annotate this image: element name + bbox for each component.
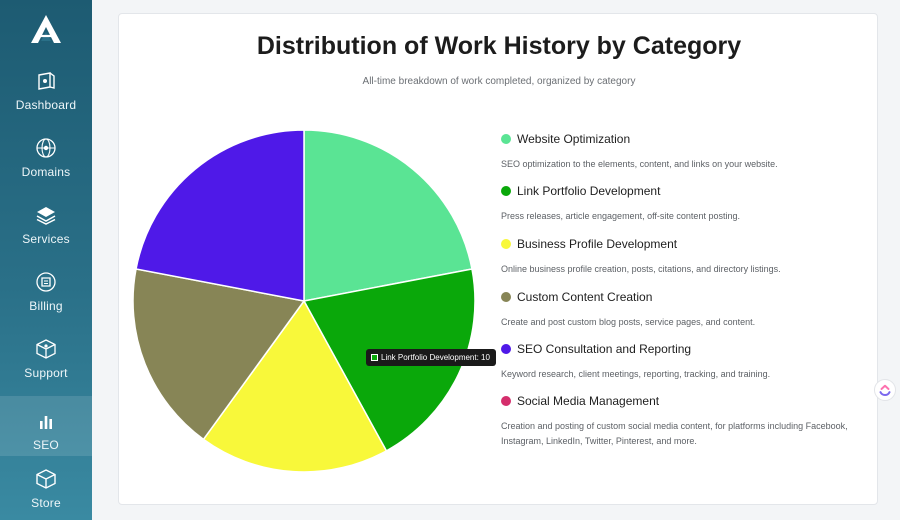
pie-slice[interactable]: [202, 299, 388, 473]
legend-item[interactable]: Link Portfolio Development Press releases…: [501, 182, 871, 224]
legend-item[interactable]: Social Media Management Creation and post…: [501, 392, 871, 449]
legend-color-dot: [501, 134, 511, 144]
sidebar-item-dashboard[interactable]: Dashboard: [0, 56, 92, 116]
support-box-icon: [36, 339, 56, 359]
sidebar-item-store[interactable]: Store: [0, 454, 92, 514]
legend-item-header: Link Portfolio Development: [501, 182, 871, 200]
sidebar-item-label: SEO: [33, 438, 59, 452]
cube-icon: [36, 469, 56, 489]
layers-icon: [36, 207, 56, 225]
sidebar-item-domains[interactable]: Domains: [0, 123, 92, 183]
sidebar-item-label: Store: [31, 496, 61, 510]
sidebar: Dashboard Domains Services Billing: [0, 0, 92, 520]
sidebar-item-label: Support: [24, 366, 68, 380]
chart-title: Distribution of Work History by Category: [256, 32, 742, 60]
legend-color-dot: [501, 239, 511, 249]
tooltip-swatch: [371, 354, 378, 361]
brand-logo[interactable]: [30, 14, 62, 44]
chart-subtitle: All-time breakdown of work completed, or…: [362, 76, 636, 87]
sidebar-item-billing[interactable]: Billing: [0, 257, 92, 317]
legend-item[interactable]: Custom Content Creation Create and post c…: [501, 288, 871, 330]
sidebar-item-services[interactable]: Services: [0, 190, 92, 250]
legend-item-name: Business Profile Development: [517, 237, 678, 251]
pie-slice[interactable]: [132, 268, 306, 441]
legend-item-header: SEO Consultation and Reporting: [501, 340, 871, 358]
pie-slice[interactable]: [303, 129, 473, 302]
chart-card: Distribution of Work History by Category…: [118, 13, 878, 505]
globe-icon: [36, 138, 56, 158]
legend-item-description: SEO optimization to the elements, conten…: [501, 159, 778, 169]
sidebar-item-label: Domains: [21, 165, 71, 179]
chart-tooltip: Link Portfolio Development: 10: [366, 349, 496, 366]
legend-item-name: Social Media Management: [517, 394, 660, 408]
sidebar-item-label: Dashboard: [15, 98, 77, 112]
pie-chart: [132, 129, 476, 473]
legend-item-description: Press releases, article engagement, off-…: [501, 211, 740, 221]
legend-item-name: SEO Consultation and Reporting: [517, 342, 692, 356]
legend-item-header: Website Optimization: [501, 130, 871, 148]
legend-item-description: Creation and posting of custom social me…: [501, 421, 848, 446]
pie-slice[interactable]: [135, 129, 305, 302]
chat-widget-icon[interactable]: [874, 379, 896, 401]
legend-item-header: Custom Content Creation: [501, 288, 871, 306]
legend-item-name: Link Portfolio Development: [517, 184, 661, 198]
wallet-icon: [36, 272, 56, 292]
tooltip-text: Link Portfolio Development: 10: [381, 353, 490, 362]
legend-item-description: Keyword research, client meetings, repor…: [501, 369, 771, 379]
sidebar-item-support[interactable]: Support: [0, 324, 92, 384]
legend-color-dot: [501, 396, 511, 406]
legend-color-dot: [501, 186, 511, 196]
legend-item-name: Custom Content Creation: [517, 290, 653, 304]
legend-item[interactable]: Business Profile Development Online busin…: [501, 235, 871, 277]
bar-chart-icon: [40, 416, 52, 429]
legend-item-description: Create and post custom blog posts, servi…: [501, 317, 756, 327]
sidebar-item-seo[interactable]: SEO: [0, 396, 92, 456]
legend-color-dot: [501, 344, 511, 354]
sidebar-item-label: Billing: [29, 299, 63, 313]
legend-item-header: Social Media Management: [501, 392, 871, 410]
sidebar-item-label: Services: [22, 232, 70, 246]
legend-color-dot: [501, 292, 511, 302]
legend-item[interactable]: SEO Consultation and Reporting Keyword re…: [501, 340, 871, 382]
legend-item-description: Online business profile creation, posts,…: [501, 264, 781, 274]
legend-item-header: Business Profile Development: [501, 235, 871, 253]
legend-item-name: Website Optimization: [517, 132, 631, 146]
legend-item[interactable]: Website Optimization SEO optimization to …: [501, 130, 871, 172]
dashboard-icon: [38, 72, 55, 90]
